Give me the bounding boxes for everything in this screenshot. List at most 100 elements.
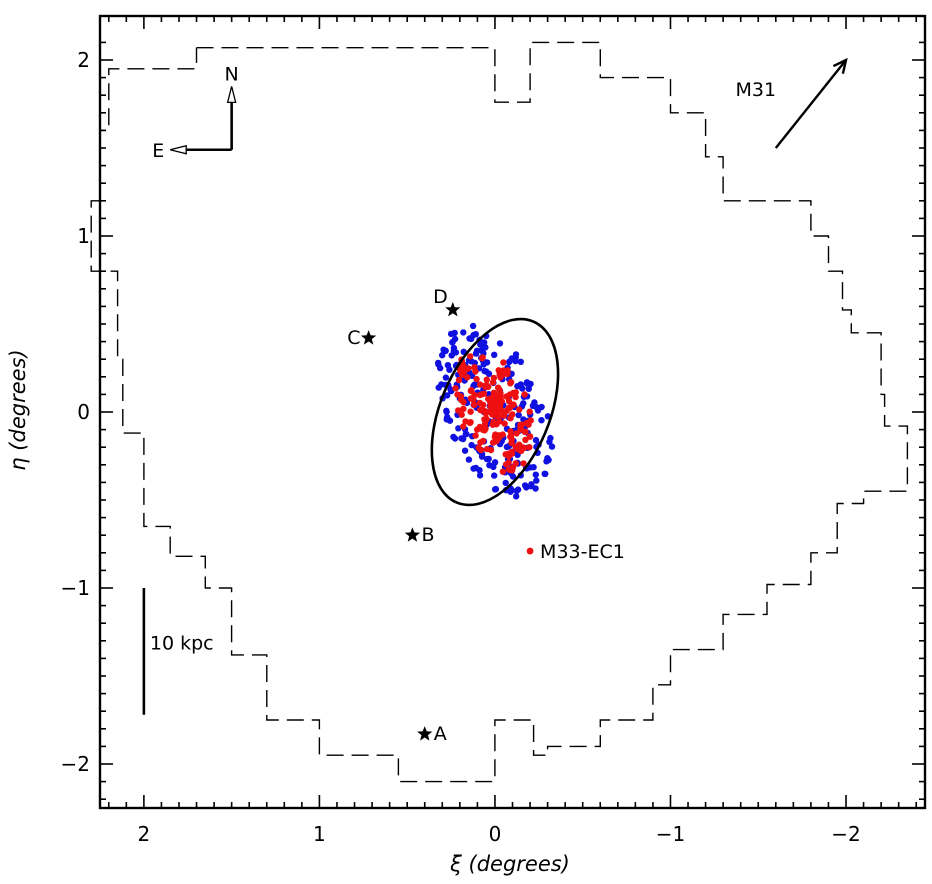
red-cluster-point [516,406,523,413]
red-cluster-point [509,411,516,418]
blue-cluster-point [455,425,462,432]
red-cluster-point [472,368,479,375]
blue-cluster-point [462,431,469,438]
red-cluster-point [493,399,500,406]
red-cluster-point [500,412,508,419]
blue-cluster-point [512,357,519,365]
red-cluster-point [467,353,474,360]
compass-east-label: E [152,140,164,162]
red-cluster-point [504,370,511,377]
red-cluster-point [508,448,515,456]
red-cluster-point [497,392,504,399]
red-cluster-point [475,444,482,452]
red-cluster-point [522,436,529,443]
red-cluster-point [523,419,531,426]
blue-cluster-point [532,471,539,478]
blue-cluster-point [502,479,509,487]
blue-cluster-point [482,344,489,351]
blue-cluster-point [451,435,459,442]
red-cluster-point [517,447,525,455]
blue-cluster-point [469,322,477,330]
compass-north-arrowhead [226,86,237,104]
red-cluster-point [495,367,502,374]
blue-cluster-point [440,346,447,353]
star-label-c: C [347,327,360,349]
blue-cluster-point [472,350,480,357]
red-cluster-point [495,384,502,391]
x-tick-label: 2 [138,822,151,846]
x-tick-label: −2 [831,822,860,846]
y-tick-label: −2 [61,752,90,776]
compass-north-label: N [225,63,239,85]
red-cluster-point [472,432,479,439]
red-cluster-point [483,376,490,383]
blue-cluster-point [491,351,498,358]
red-cluster-point [473,375,480,383]
red-cluster-point [506,405,513,412]
red-cluster-point [464,374,471,381]
blue-cluster-point [546,438,553,445]
red-cluster-point [505,397,513,405]
red-cluster-point [467,395,474,402]
red-cluster-point [496,418,503,425]
cluster-points [435,322,556,500]
blue-cluster-point [444,392,451,399]
red-cluster-point [452,385,459,392]
blue-cluster-point [478,453,486,460]
red-cluster-point [462,418,469,425]
red-cluster-point [460,405,467,412]
star-label-d: D [433,286,448,308]
red-cluster-point [485,395,492,403]
red-cluster-point [512,389,519,396]
red-cluster-point [489,421,496,428]
red-cluster-point [499,468,507,475]
red-cluster-point [479,437,487,445]
red-cluster-point [501,420,508,427]
red-cluster-point [460,398,467,406]
survey-footprint [90,41,909,783]
red-cluster-point [485,383,492,390]
star-label-b: B [421,524,434,546]
blue-cluster-point [513,493,520,500]
red-cluster-point [489,411,496,418]
blue-cluster-point [513,487,520,495]
red-cluster-point [507,428,514,435]
disc-ellipse [430,317,560,507]
red-cluster-point [484,408,491,416]
footprint-outline [90,41,909,783]
star-label-a: A [434,723,447,745]
red-cluster-point [467,419,474,426]
red-cluster-point [476,381,484,388]
blue-cluster-point [451,329,458,337]
m31-arrowhead [832,57,848,74]
red-cluster-point [460,423,467,430]
star-marker-c [361,330,377,345]
blue-cluster-point [515,411,522,419]
red-cluster-point [491,391,498,399]
blue-cluster-point [459,435,467,443]
y-tick-label: −1 [61,576,90,600]
ec1-label: M33-EC1 [540,541,625,563]
blue-cluster-point [483,455,491,463]
blue-cluster-point [435,361,442,368]
red-cluster-point [526,408,533,415]
blue-cluster-point [446,366,453,373]
red-cluster-point [480,401,487,409]
red-cluster-point [487,446,495,454]
y-tick-label: 2 [77,48,90,72]
blue-cluster-point [460,329,467,336]
blue-cluster-point [542,470,549,478]
blue-cluster-point [476,467,483,474]
red-cluster-point [526,433,534,440]
blue-cluster-point [465,456,473,463]
blue-cluster-point [503,443,511,451]
blue-cluster-point [483,368,490,375]
red-cluster-point [467,408,474,415]
y-tick-label: 1 [77,224,90,248]
red-cluster-point [461,367,468,375]
red-cluster-point [500,359,507,366]
red-cluster-point [482,425,489,432]
blue-cluster-point [470,331,477,339]
blue-cluster-point [533,477,540,484]
blue-cluster-point [442,374,450,381]
